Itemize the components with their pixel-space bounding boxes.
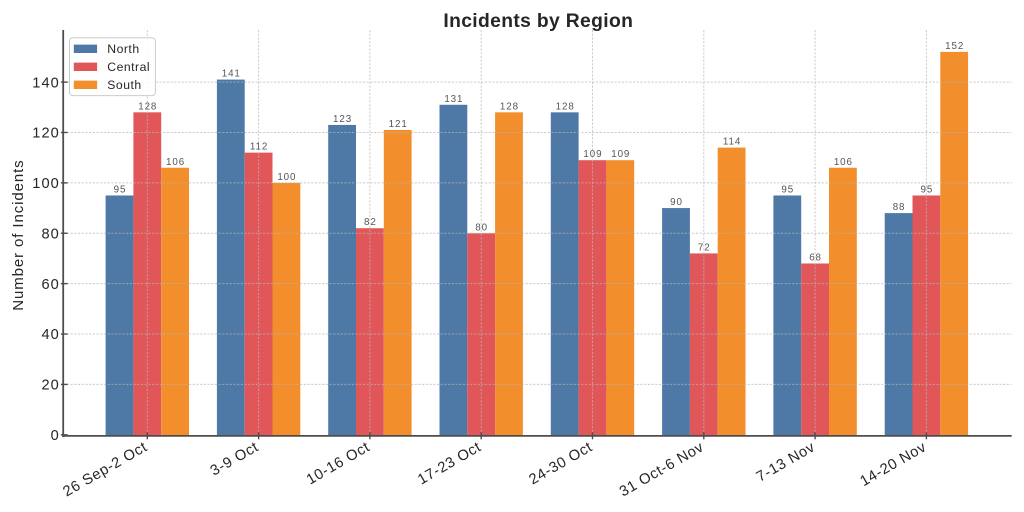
svg-text:80: 80	[41, 226, 59, 242]
svg-text:North: North	[107, 42, 139, 56]
svg-text:109: 109	[611, 149, 630, 160]
svg-text:68: 68	[809, 252, 822, 263]
svg-text:152: 152	[945, 41, 964, 52]
svg-text:80: 80	[475, 222, 488, 233]
svg-text:123: 123	[333, 114, 352, 125]
svg-text:128: 128	[500, 101, 519, 112]
svg-text:82: 82	[364, 217, 377, 228]
svg-text:106: 106	[166, 157, 185, 168]
svg-text:114: 114	[723, 137, 741, 148]
svg-text:60: 60	[41, 277, 59, 293]
svg-text:100: 100	[277, 172, 296, 183]
svg-text:20: 20	[41, 378, 59, 394]
svg-text:40: 40	[41, 327, 59, 343]
svg-text:Incidents by Region: Incidents by Region	[443, 11, 633, 32]
svg-text:128: 128	[138, 101, 157, 112]
svg-text:90: 90	[670, 197, 683, 208]
svg-text:140: 140	[32, 75, 60, 91]
svg-text:Number of Incidents: Number of Incidents	[10, 159, 27, 310]
svg-text:128: 128	[556, 101, 575, 112]
svg-text:109: 109	[583, 149, 602, 160]
svg-text:88: 88	[893, 202, 906, 213]
svg-text:Central: Central	[107, 60, 150, 74]
svg-text:112: 112	[250, 142, 268, 153]
svg-text:95: 95	[920, 184, 933, 195]
svg-text:120: 120	[32, 126, 60, 142]
svg-text:South: South	[107, 78, 141, 92]
svg-text:121: 121	[389, 119, 408, 130]
svg-text:72: 72	[698, 242, 711, 253]
svg-text:100: 100	[32, 176, 60, 192]
svg-text:0: 0	[51, 428, 60, 444]
svg-text:131: 131	[444, 94, 463, 105]
svg-text:95: 95	[114, 184, 127, 195]
svg-text:106: 106	[834, 157, 853, 168]
svg-text:141: 141	[222, 69, 241, 80]
svg-text:95: 95	[781, 184, 794, 195]
